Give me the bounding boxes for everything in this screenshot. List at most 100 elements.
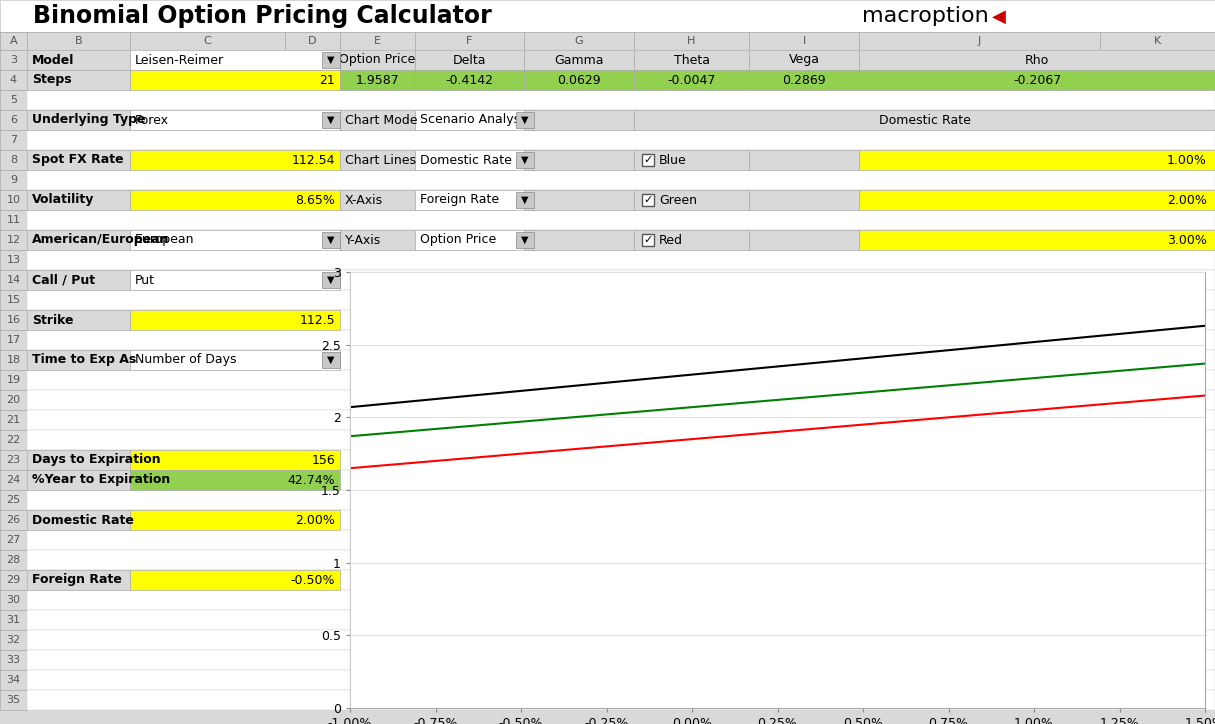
- Text: 9: 9: [10, 175, 17, 185]
- Text: Option Price: Option Price: [420, 234, 496, 246]
- Bar: [130, 230, 340, 250]
- Text: 14: 14: [6, 275, 21, 285]
- Bar: [0, 370, 27, 390]
- Bar: [0, 0, 1215, 32]
- Bar: [0, 90, 27, 110]
- Bar: [27, 70, 130, 90]
- Bar: [27, 690, 1215, 710]
- Text: Delta: Delta: [453, 54, 486, 67]
- Text: 35: 35: [6, 695, 21, 705]
- Text: D: D: [309, 36, 317, 46]
- Bar: [130, 50, 340, 70]
- Text: Underlying Type: Underlying Type: [32, 114, 146, 127]
- Bar: [0, 130, 27, 150]
- Bar: [27, 230, 1215, 250]
- Bar: [634, 32, 748, 50]
- Text: I: I: [802, 36, 806, 46]
- Bar: [524, 150, 634, 170]
- Bar: [416, 230, 535, 250]
- Bar: [516, 152, 535, 168]
- Bar: [27, 190, 1215, 210]
- Text: -0.4142: -0.4142: [446, 74, 493, 86]
- Text: ▼: ▼: [521, 115, 529, 125]
- Text: Foreign Rate: Foreign Rate: [420, 193, 499, 206]
- Bar: [340, 230, 416, 250]
- Text: 3: 3: [10, 55, 17, 65]
- Bar: [748, 70, 859, 90]
- Bar: [27, 270, 1215, 290]
- Bar: [0, 570, 27, 590]
- Bar: [322, 272, 340, 288]
- Bar: [748, 32, 859, 50]
- Bar: [27, 130, 1215, 150]
- Bar: [0, 350, 27, 370]
- Bar: [27, 610, 1215, 630]
- Text: Put: Put: [135, 274, 156, 287]
- Text: 17: 17: [6, 335, 21, 345]
- Text: 1.00%: 1.00%: [1168, 153, 1206, 167]
- Bar: [27, 50, 130, 70]
- Text: Blue: Blue: [659, 153, 686, 167]
- Bar: [130, 32, 286, 50]
- Bar: [27, 430, 1215, 450]
- Text: macroption: macroption: [861, 6, 989, 26]
- Bar: [0, 330, 27, 350]
- Text: H: H: [688, 36, 696, 46]
- Text: Red: Red: [659, 234, 683, 246]
- Bar: [0, 290, 27, 310]
- Text: ▼: ▼: [521, 195, 529, 205]
- Bar: [322, 352, 340, 368]
- Text: Steps: Steps: [32, 74, 72, 86]
- Text: American/European: American/European: [32, 234, 170, 246]
- Bar: [516, 112, 535, 128]
- Text: Volatility: Volatility: [32, 193, 95, 206]
- Text: Number of Days: Number of Days: [135, 353, 237, 366]
- Bar: [340, 190, 416, 210]
- Text: ▼: ▼: [521, 155, 529, 165]
- Bar: [322, 232, 340, 248]
- Bar: [0, 170, 27, 190]
- Text: -0.2067: -0.2067: [1013, 74, 1061, 86]
- Bar: [0, 670, 27, 690]
- Bar: [27, 350, 1215, 370]
- Text: ▼: ▼: [327, 115, 335, 125]
- Bar: [340, 32, 416, 50]
- Bar: [524, 230, 634, 250]
- Bar: [0, 390, 27, 410]
- Bar: [0, 110, 27, 130]
- Text: Green: Green: [659, 193, 697, 206]
- Bar: [27, 450, 130, 470]
- Text: Domestic Rate: Domestic Rate: [32, 513, 134, 526]
- Bar: [27, 110, 130, 130]
- Text: 4: 4: [10, 75, 17, 85]
- Text: Days to Expiration: Days to Expiration: [32, 453, 160, 466]
- Bar: [0, 250, 27, 270]
- Bar: [0, 650, 27, 670]
- Bar: [27, 650, 1215, 670]
- Bar: [27, 510, 130, 530]
- Text: 15: 15: [6, 295, 21, 305]
- Text: Foreign Rate: Foreign Rate: [32, 573, 122, 586]
- Text: Domestic Rate: Domestic Rate: [420, 153, 512, 167]
- Bar: [27, 470, 1215, 490]
- Text: Chart Mode: Chart Mode: [345, 114, 418, 127]
- Text: ✓: ✓: [643, 195, 652, 205]
- Bar: [27, 70, 1215, 90]
- Bar: [27, 90, 1215, 110]
- Bar: [322, 112, 340, 128]
- Bar: [0, 32, 27, 50]
- Text: 1.9587: 1.9587: [356, 74, 400, 86]
- Bar: [340, 50, 416, 70]
- Text: Chart Lines: Chart Lines: [345, 153, 416, 167]
- Bar: [0, 550, 27, 570]
- Text: 112.5: 112.5: [299, 313, 335, 327]
- Bar: [0, 510, 27, 530]
- Bar: [1100, 32, 1215, 50]
- Text: 19: 19: [6, 375, 21, 385]
- Bar: [859, 32, 1100, 50]
- Bar: [859, 50, 1215, 70]
- Text: 28: 28: [6, 555, 21, 565]
- Bar: [27, 110, 1215, 130]
- Bar: [524, 70, 634, 90]
- Bar: [416, 32, 524, 50]
